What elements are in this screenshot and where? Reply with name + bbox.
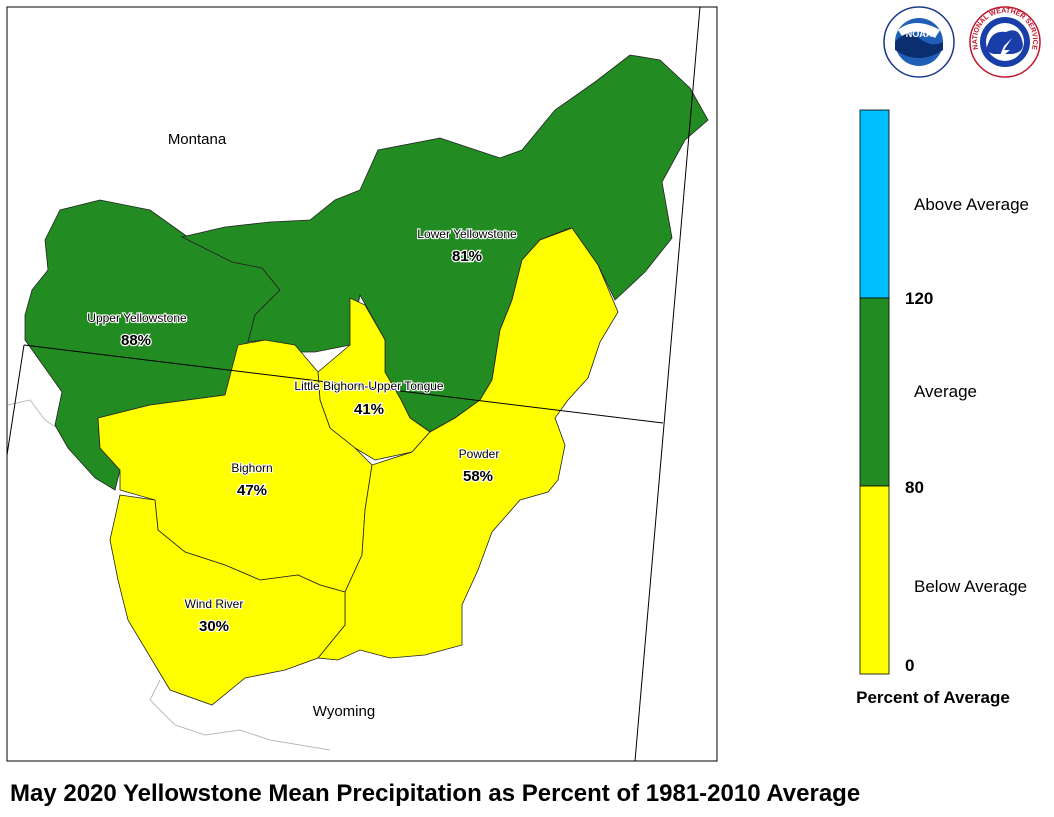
legend-tick-120: 120 xyxy=(905,289,933,308)
legend: Above Average Average Below Average 120 … xyxy=(856,109,1029,707)
basin-pct-upper-yellowstone: 88% xyxy=(121,332,151,349)
legend-tick-0: 0 xyxy=(905,656,914,675)
legend-tick-80: 80 xyxy=(905,478,924,497)
state-boundary xyxy=(23,344,664,424)
basin-pct-powder: 58% xyxy=(463,468,493,485)
eastern-state-boundary xyxy=(634,6,701,762)
basin-name-powder: Powder xyxy=(459,447,500,461)
county-boundary xyxy=(149,679,331,751)
basin-name-bighorn: Bighorn xyxy=(231,461,272,475)
legend-swatch-below xyxy=(859,485,890,675)
map-title: May 2020 Yellowstone Mean Precipitation … xyxy=(10,780,861,807)
county-boundary xyxy=(7,399,61,431)
basin-pct-bighorn: 47% xyxy=(237,482,267,499)
state-label-wyoming: Wyoming xyxy=(313,703,375,720)
basin-powder[interactable] xyxy=(317,227,619,661)
basin-pct-lower-yellowstone: 81% xyxy=(452,248,482,265)
basin-name-little-bighorn: Little Bighorn-Upper Tongue xyxy=(294,379,444,393)
legend-swatch-above xyxy=(859,109,890,299)
basin-pct-wind-river: 30% xyxy=(199,618,229,635)
basin-name-upper-yellowstone: Upper Yellowstone xyxy=(87,311,187,325)
legend-title: Percent of Average xyxy=(856,688,1010,707)
legend-label-above: Above Average xyxy=(914,195,1029,214)
legend-label-below: Below Average xyxy=(914,577,1027,596)
basin-wind-river[interactable] xyxy=(109,494,346,706)
noaa-logo-text: NOAA xyxy=(906,29,933,39)
state-label-montana: Montana xyxy=(168,131,227,148)
noaa-logo: NOAA xyxy=(883,6,955,78)
western-state-boundary xyxy=(6,344,25,456)
legend-label-average: Average xyxy=(914,382,977,401)
basin-name-lower-yellowstone: Lower Yellowstone xyxy=(417,227,517,241)
legend-swatch-average xyxy=(859,297,890,487)
nws-logo: NATIONAL WEATHER SERVICE xyxy=(969,6,1041,78)
basin-pct-little-bighorn: 41% xyxy=(354,401,384,418)
basin-name-wind-river: Wind River xyxy=(185,597,244,611)
